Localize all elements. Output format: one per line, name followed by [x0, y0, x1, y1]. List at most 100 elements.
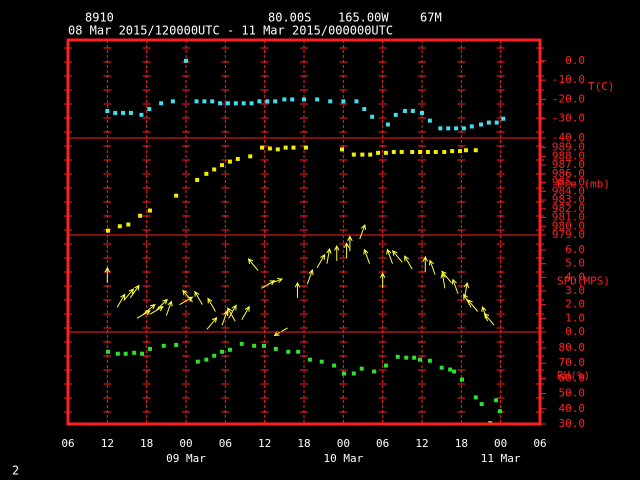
data-point	[275, 147, 280, 152]
data-point	[225, 101, 230, 106]
data-point	[159, 101, 164, 106]
data-point	[328, 99, 333, 104]
wind-arrow	[404, 255, 413, 270]
x-tick-label: 00	[179, 437, 192, 450]
data-point	[427, 118, 432, 123]
data-point	[479, 402, 484, 407]
date-label: 09 Mar	[166, 452, 206, 465]
data-point	[383, 363, 388, 368]
x-tick-label: 00	[494, 437, 507, 450]
longitude: 165.00W	[338, 11, 389, 25]
data-point	[290, 97, 295, 102]
data-point	[233, 101, 238, 106]
data-point	[418, 149, 423, 154]
wind-arrow	[359, 223, 366, 240]
x-tick-label: 06	[376, 437, 389, 450]
y-tick-label: 60.0	[559, 371, 586, 384]
data-point	[302, 97, 306, 102]
y-tick-label: 0.0	[565, 54, 585, 67]
wind-arrow	[441, 270, 452, 284]
x-tick-label: 18	[455, 437, 468, 450]
data-point	[170, 99, 175, 104]
wind-arrow	[294, 281, 301, 298]
wind-arrow	[156, 298, 168, 311]
data-point	[463, 148, 468, 153]
x-tick-label: 12	[415, 437, 428, 450]
data-point	[105, 108, 110, 113]
frame	[66, 38, 542, 426]
data-point	[291, 145, 296, 150]
data-point	[252, 343, 257, 348]
y-tick-label: 5.0	[565, 257, 585, 270]
x-tick-label: 18	[140, 437, 153, 450]
data-point	[354, 99, 359, 104]
data-point	[418, 357, 423, 362]
data-point	[204, 171, 209, 176]
y-tick-label: 980.0	[552, 219, 585, 232]
data-point	[391, 149, 396, 154]
data-point	[360, 152, 365, 157]
grid-cross	[339, 47, 348, 413]
wind-arrow	[483, 312, 495, 326]
data-point	[341, 371, 346, 376]
panel-label: Pre (mb)	[557, 178, 610, 191]
y-tick-label: 50.0	[559, 387, 586, 400]
wind-arrow	[363, 248, 371, 264]
wind-arrow	[386, 248, 393, 264]
y-tick-label: -20.0	[552, 92, 585, 105]
data-point	[420, 110, 424, 115]
panel-label: SPD(MPS)	[557, 275, 610, 288]
data-point	[249, 101, 254, 106]
data-point	[368, 152, 373, 157]
data-point	[260, 145, 265, 150]
data-point	[459, 377, 464, 382]
data-point	[372, 369, 377, 374]
y-tick-label: -40.0	[552, 131, 585, 144]
data-point	[105, 349, 110, 354]
data-point	[286, 349, 291, 354]
wind-arrow	[391, 249, 403, 263]
wind-arrow	[136, 310, 151, 319]
data-point	[448, 367, 453, 372]
data-point	[319, 359, 324, 364]
data-point	[341, 99, 346, 104]
wind-arrow	[306, 269, 314, 285]
y-tick-label: 4.0	[565, 270, 585, 283]
wind-arrow	[463, 293, 472, 308]
data-point	[427, 358, 432, 363]
wind-arrow	[343, 242, 350, 259]
data-point	[410, 108, 415, 113]
data-point	[283, 145, 288, 150]
data-point	[332, 363, 337, 368]
data-point	[239, 341, 244, 346]
data-point	[446, 126, 451, 131]
wind-arrow	[422, 255, 428, 272]
date-label: 11 Mar	[481, 452, 521, 465]
data-point	[393, 112, 398, 117]
y-tick-label: 80.0	[559, 341, 586, 354]
data-point	[501, 116, 506, 121]
data-point	[235, 156, 240, 161]
data-point	[307, 357, 312, 362]
y-tick-label: 979.0	[552, 228, 585, 241]
data-point	[132, 350, 137, 355]
wind-arrow	[228, 304, 237, 319]
data-point	[351, 152, 356, 157]
y-tick-label: 2.0	[565, 298, 585, 311]
data-point	[212, 353, 217, 358]
data-point	[315, 97, 320, 102]
data-point	[452, 369, 457, 374]
wind-arrow	[206, 316, 218, 330]
data-point	[174, 342, 179, 347]
data-point	[195, 177, 200, 182]
panel-label: T(C)	[588, 80, 615, 93]
data-point	[267, 146, 272, 151]
data-point	[494, 398, 499, 403]
data-point	[362, 107, 367, 112]
data-point	[402, 108, 407, 113]
data-point	[473, 148, 478, 153]
y-tick-label: 988.0	[552, 149, 585, 162]
data-point	[473, 395, 478, 400]
y-tick-label: 982.0	[552, 202, 585, 215]
